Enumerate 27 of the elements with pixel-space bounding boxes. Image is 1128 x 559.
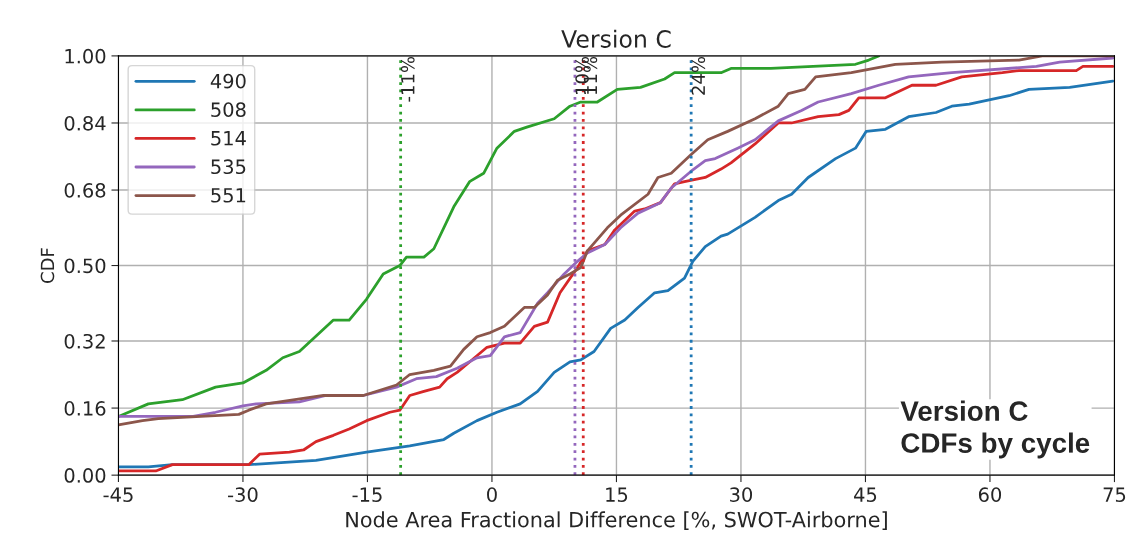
annotation: Version C CDFs by cycle [900,400,1090,459]
x-tick-label: 45 [854,487,877,503]
x-axis-title: Node Area Fractional Difference [%, SWOT-Airborne] [346,511,887,530]
legend-label: 508 [211,102,246,117]
legend-label: 490 [210,73,246,89]
x-tick-label: -30 [228,487,258,503]
y-tick-label: 0.50 [64,258,106,274]
y-tick-label: 0.84 [64,115,106,131]
legend-label: 535 [211,159,246,175]
x-tick-label: 60 [978,487,1002,503]
legend-label: 551 [211,188,246,203]
chart-title: Version C [561,29,671,48]
legend-label: 514 [211,131,246,146]
x-tick-label: 0 [487,487,497,503]
x-tick-label: 75 [1103,487,1126,503]
y-axis-title: CDF [40,248,55,283]
x-tick-label: 15 [606,487,628,503]
ref-line-label: 24% [691,56,706,95]
y-tick-label: 0.32 [64,333,105,349]
y-tick-label: 1.00 [65,48,106,64]
x-tick-label: -45 [103,487,133,503]
x-tick-label: -15 [352,487,382,503]
y-tick-label: 0.00 [64,468,106,483]
x-tick-label: 30 [730,487,753,503]
y-tick-label: 0.68 [64,183,106,198]
ref-line-label: -11% [400,56,415,102]
y-tick-label: 0.16 [64,401,106,416]
